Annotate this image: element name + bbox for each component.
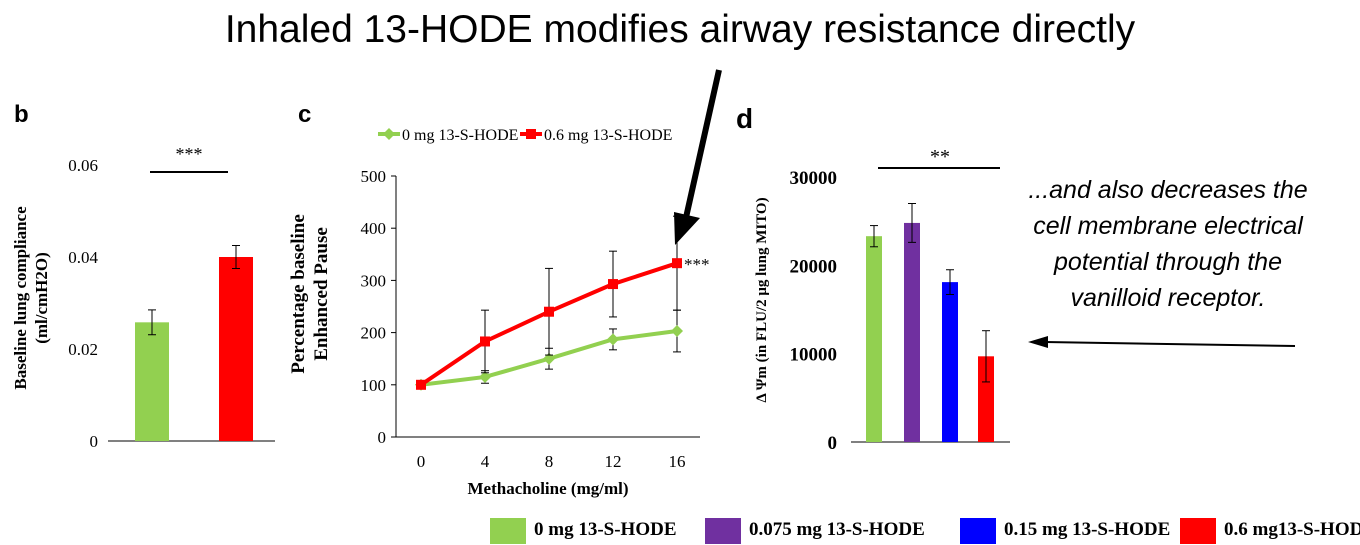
y-tick-label: 0.04 <box>68 248 98 267</box>
y-tick-label: 20000 <box>790 256 838 277</box>
y-tick-label: 200 <box>361 324 387 343</box>
legend-label: 0.6 mg13-S-HODE <box>1224 519 1360 540</box>
legend-marker <box>526 129 536 139</box>
bar <box>942 282 958 442</box>
data-point <box>544 306 554 317</box>
y-tick-label: 30000 <box>790 168 838 189</box>
legend-label: 0.6 mg 13-S-HODE <box>544 127 672 144</box>
panel-letter-c: c <box>298 101 311 128</box>
x-tick-label: 16 <box>669 452 686 471</box>
y-tick-label: 0 <box>378 428 387 447</box>
legend-label: 0.075 mg 13-S-HODE <box>749 519 925 540</box>
y-tick-label: 0.02 <box>68 340 98 359</box>
data-point <box>480 336 490 347</box>
y-axis-label: Percentage baseline Enhanced Pause <box>288 214 332 374</box>
bar <box>219 257 253 441</box>
significance-label: *** <box>176 144 203 164</box>
y-axis-label-line: Enhanced Pause <box>311 227 332 361</box>
annotation-line-1: ...and also decreases the <box>1028 176 1308 204</box>
annotation-line-2: cell membrane electrical <box>1033 212 1303 240</box>
legend-label: 0 mg 13-S-HODE <box>402 127 518 144</box>
x-tick-label: 0 <box>417 452 426 471</box>
annotation-text: ...and also decreases the cell membrane … <box>978 172 1358 316</box>
significance-label: *** <box>684 255 710 274</box>
figure-title: Inhaled 13-HODE modifies airway resistan… <box>224 8 1136 51</box>
y-tick-label: 300 <box>361 271 387 290</box>
legend-swatch-purple <box>705 518 741 544</box>
data-point <box>607 333 619 346</box>
y-axis-label: Δ Ψm (in FLU/2 μg lung MITO) <box>754 197 770 402</box>
y-axis-label-line: Percentage baseline <box>288 214 309 374</box>
panel-letter-b: b <box>14 101 29 128</box>
bar <box>866 236 882 442</box>
panel-letter-d: d <box>736 103 753 134</box>
y-axis-label-line: Baseline lung compliance <box>11 206 30 390</box>
annotation-line-4: vanilloid receptor. <box>1070 284 1266 312</box>
bar <box>978 356 994 442</box>
y-tick-label: 10000 <box>790 345 838 366</box>
annotation-line-3: potential through the <box>1054 248 1282 276</box>
legend-swatch-blue <box>960 518 996 544</box>
panel-b-chart: 0 0.02 0.04 0.06 *** Baseline lung compliance… <box>11 144 275 451</box>
y-axis-label: Baseline lung compliance (ml/cmH2O) <box>11 206 51 390</box>
bar <box>904 222 920 442</box>
panel-d-chart: 0 10000 20000 30000 ** Δ Ψm (in FLU/2 μg lung… <box>754 146 1010 454</box>
data-point <box>416 379 426 390</box>
y-tick-label: 400 <box>361 219 387 238</box>
callout-arrow-left <box>1028 336 1296 348</box>
data-point <box>479 370 491 383</box>
legend-label: 0 mg 13-S-HODE <box>534 519 677 540</box>
legend-marker <box>383 128 395 140</box>
y-tick-label: 0 <box>828 433 838 454</box>
y-tick-label: 0 <box>90 432 99 451</box>
y-tick-label: 500 <box>361 167 387 186</box>
data-point <box>608 279 618 290</box>
x-tick-label: 4 <box>481 452 490 471</box>
data-point <box>543 352 555 365</box>
callout-arrow-down <box>674 69 722 245</box>
significance-label: ** <box>930 146 950 168</box>
bar <box>135 322 169 441</box>
legend-swatch-red <box>1180 518 1216 544</box>
panel-c-chart: 0 100 200 300 400 500 0 4 8 12 16 Methacholine (mg/… <box>288 127 710 498</box>
data-point <box>672 258 682 269</box>
x-tick-label: 12 <box>605 452 622 471</box>
x-tick-label: 8 <box>545 452 554 471</box>
legend-swatch-green <box>490 518 526 544</box>
y-tick-label: 100 <box>361 376 387 395</box>
y-axis-label-line: (ml/cmH2O) <box>32 252 51 344</box>
legend-label: 0.15 mg 13-S-HODE <box>1004 519 1171 540</box>
data-point <box>671 325 683 338</box>
x-axis-label: Methacholine (mg/ml) <box>468 479 629 498</box>
y-tick-label: 0.06 <box>68 156 98 175</box>
